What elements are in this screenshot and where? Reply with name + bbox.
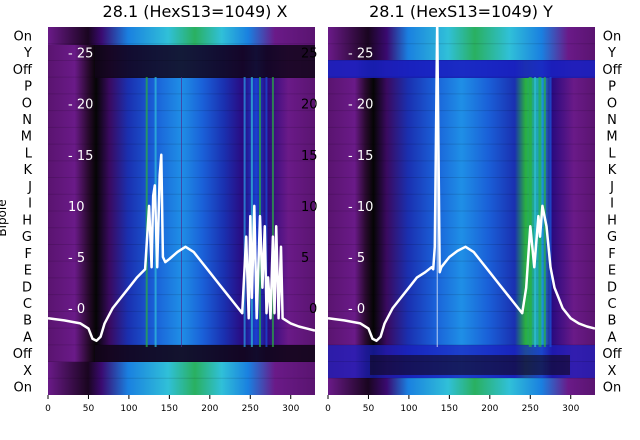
- row-label: F: [25, 247, 32, 262]
- x-tick-label: 300: [282, 404, 299, 414]
- row-label: E: [24, 264, 32, 279]
- right-heatmap-bottom-band: [328, 378, 595, 395]
- row-label: L: [25, 146, 33, 161]
- row-label: B: [23, 314, 32, 329]
- row-label: G: [607, 230, 617, 245]
- right-y-band-top: [328, 60, 595, 78]
- row-label: X: [608, 364, 617, 379]
- trace-tick-label: - 0: [68, 302, 85, 317]
- row-label: Y: [607, 46, 616, 61]
- row-label: On: [14, 381, 32, 396]
- trace-tick-label-edge: 25: [301, 47, 318, 62]
- row-label: D: [22, 280, 32, 295]
- x-tick-label: 100: [400, 404, 417, 414]
- trace-tick-label-edge: 5: [301, 251, 309, 266]
- row-label: J: [609, 180, 614, 195]
- row-label: M: [606, 130, 617, 145]
- row-label: On: [603, 29, 621, 44]
- row-label: Off: [602, 347, 622, 362]
- right-heatmap-top-band: [328, 27, 595, 60]
- trace-tick-label: 10: [68, 200, 85, 215]
- row-label: C: [23, 297, 32, 312]
- trace-line: [47, 153, 316, 343]
- row-label: O: [607, 96, 617, 111]
- right-chart-title: 28.1 (HexS13=1049) Y: [369, 2, 553, 21]
- trace-tick-label: - 0: [348, 302, 365, 317]
- row-label: A: [23, 330, 32, 345]
- trace-line: [327, 20, 596, 343]
- row-label: I: [610, 197, 614, 212]
- trace-tick-label: - 5: [348, 251, 365, 266]
- right-off-band-bottom: [370, 355, 570, 375]
- x-tick-label: 250: [242, 404, 259, 414]
- trace-tick-label: - 20: [68, 98, 93, 113]
- y-axis-label: Bipole: [0, 199, 9, 236]
- trace-tick-label: - 10: [348, 200, 373, 215]
- row-label: A: [608, 330, 617, 345]
- trace-tick-label-edge: 20: [301, 98, 318, 113]
- row-label: N: [22, 113, 32, 128]
- row-label: L: [608, 146, 616, 161]
- x-tick-label: 0: [45, 404, 51, 414]
- x-tick-label: 100: [120, 404, 137, 414]
- left-chart-title: 28.1 (HexS13=1049) X: [103, 2, 288, 21]
- trace-tick-label-edge: 0: [309, 302, 317, 317]
- row-label: B: [608, 314, 617, 329]
- left-off-band-top: [95, 45, 315, 78]
- trace-tick-label: - 20: [348, 98, 373, 113]
- row-label: X: [23, 364, 32, 379]
- trace-tick-label: - 25: [348, 47, 373, 62]
- row-label: N: [607, 113, 617, 128]
- row-label: K: [23, 163, 32, 178]
- x-tick-label: 150: [161, 404, 178, 414]
- x-tick-label: 50: [83, 404, 95, 414]
- x-tick-label: 250: [522, 404, 539, 414]
- x-tick-label: 200: [201, 404, 218, 414]
- row-label: D: [607, 280, 617, 295]
- row-label: P: [24, 80, 32, 95]
- left-heatmap-top-band: [48, 27, 315, 45]
- trace-tick-label-edge: 15: [301, 149, 318, 164]
- row-label: J: [27, 180, 32, 195]
- row-label: E: [608, 264, 616, 279]
- row-label: On: [603, 381, 621, 396]
- row-label: P: [608, 80, 616, 95]
- row-label: Off: [602, 63, 622, 78]
- x-tick-label: 0: [325, 404, 331, 414]
- row-label: K: [608, 163, 617, 178]
- row-label: On: [14, 29, 32, 44]
- right-heatmap-panel: - 0 - 5 - 10 - 15 - 20 - 25: [327, 20, 596, 395]
- left-heatmap-bottom-band: [48, 362, 315, 395]
- trace-tick-label: - 5: [68, 251, 85, 266]
- row-label: Off: [13, 347, 33, 362]
- trace-tick-label: - 25: [68, 47, 93, 62]
- row-label: F: [608, 247, 615, 262]
- left-off-band-bottom: [95, 345, 315, 362]
- x-tick-label: 150: [441, 404, 458, 414]
- x-tick-label: 50: [363, 404, 375, 414]
- row-label: Off: [13, 63, 33, 78]
- row-label: H: [22, 213, 32, 228]
- row-label: I: [28, 197, 32, 212]
- x-tick-label: 300: [562, 404, 579, 414]
- trace-tick-label: - 15: [348, 149, 373, 164]
- row-label: G: [22, 230, 32, 245]
- trace-tick-label-edge: 10: [301, 200, 318, 215]
- trace-tick-label: - 15: [68, 149, 93, 164]
- row-label: H: [607, 213, 617, 228]
- x-tick-label: 200: [481, 404, 498, 414]
- left-heatmap-panel: - 0 - 5 10 - 15 - 20 - 25 5 10 15 20 25 0: [47, 27, 318, 395]
- row-label: M: [21, 130, 32, 145]
- row-label: C: [607, 297, 616, 312]
- row-label: O: [22, 96, 32, 111]
- row-label: Y: [23, 46, 32, 61]
